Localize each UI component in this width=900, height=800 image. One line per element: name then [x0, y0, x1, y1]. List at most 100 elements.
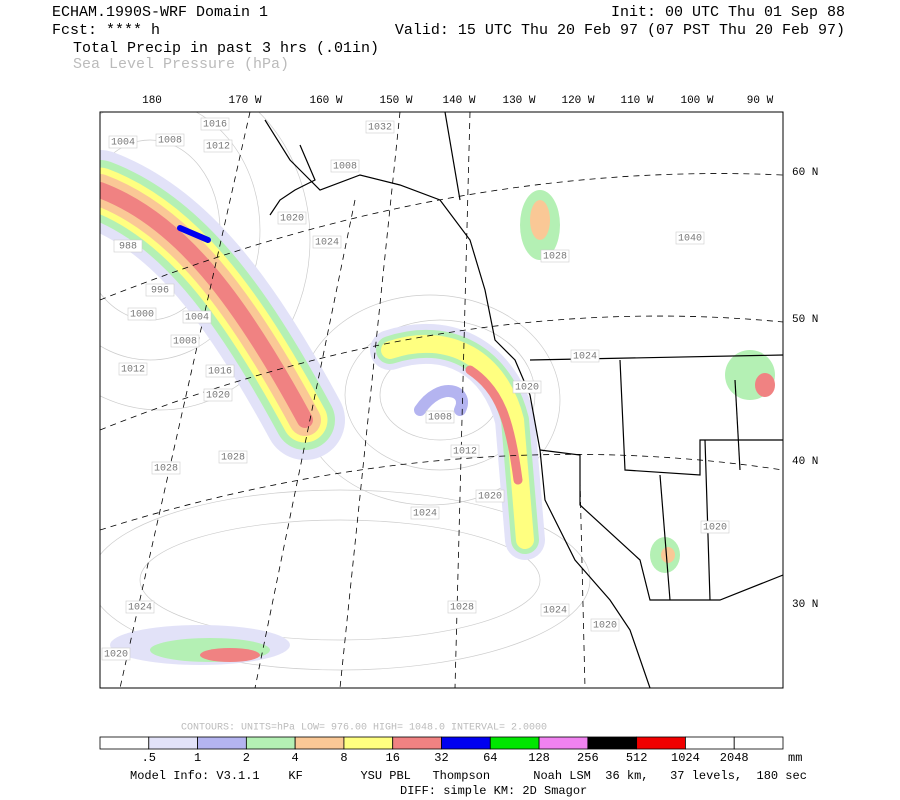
contour-label-box	[205, 364, 235, 378]
contour-label-box	[475, 489, 505, 503]
legend-swatch	[294, 736, 345, 750]
contour-label-box	[113, 239, 143, 253]
graticule	[100, 112, 783, 688]
contour-label-box	[365, 120, 395, 134]
contour-label: 1012	[206, 142, 230, 153]
contour-label-box	[145, 283, 175, 297]
contour-label: 1024	[573, 352, 597, 363]
contour-label: 1020	[478, 492, 502, 503]
field: Total Precip in past 3 hrs (.01in)	[73, 40, 379, 57]
longitude-label: 140 W	[442, 95, 475, 107]
legend-swatch	[733, 736, 784, 750]
contour-label-box	[277, 211, 307, 225]
contour-label: 1024	[543, 606, 567, 617]
contour-label-box	[540, 249, 570, 263]
precipitation	[100, 150, 775, 665]
contour-label: 996	[151, 286, 169, 297]
contour-label-box	[425, 410, 455, 424]
contour-label: 1000	[130, 310, 154, 321]
legend-swatch	[148, 736, 198, 750]
contour-label: 1020	[104, 650, 128, 661]
contour-info: CONTOURS: UNITS=hPa LOW= 976.00 HIGH= 10…	[181, 722, 547, 734]
init: Init: 00 UTC Thu 01 Sep 88	[611, 4, 845, 21]
contour-label-box	[330, 159, 360, 173]
legend-swatch	[392, 736, 442, 750]
field: Sea Level Pressure (hPa)	[73, 56, 289, 73]
contour-label: 1028	[154, 464, 178, 475]
valid: Valid: 15 UTC Thu 20 Feb 97 (07 PST Thu …	[395, 22, 845, 39]
contour-label-box	[170, 334, 200, 348]
contour-label-box	[108, 135, 138, 149]
contour-label: 1028	[450, 603, 474, 614]
contour-label: 1012	[121, 365, 145, 376]
latitude-label: 30 N	[792, 599, 818, 611]
longitude-label: 160 W	[309, 95, 342, 107]
contour-label-box	[540, 603, 570, 617]
legend-label: 8	[340, 751, 347, 765]
contour-label: 988	[119, 242, 137, 253]
forecast: Fcst: **** h	[52, 22, 160, 39]
longitude-label: 90 W	[747, 95, 774, 107]
longitude-label: 150 W	[379, 95, 412, 107]
legend-label: 2	[243, 751, 250, 765]
map	[99, 111, 784, 689]
contour-label: 1032	[368, 123, 392, 134]
contour-label-box	[118, 362, 148, 376]
model-info: Model Info: V3.1.1 KF YSU PBL Thompson N…	[130, 769, 807, 783]
contour-label-box	[675, 231, 705, 245]
contour-label-box	[512, 380, 542, 394]
contour-label: 1008	[428, 413, 452, 424]
legend-swatch	[99, 736, 150, 750]
longitude-label: 170 W	[228, 95, 261, 107]
legend-swatch	[245, 736, 296, 750]
longitude-label: 130 W	[502, 95, 535, 107]
contour-label: 1028	[221, 453, 245, 464]
contour-label-box	[590, 618, 620, 632]
contour-label: 1004	[185, 313, 209, 324]
contour-label: 1040	[678, 234, 702, 245]
legend-units: mm	[788, 751, 802, 765]
contour-label-box	[127, 307, 157, 321]
contour-label: 1020	[280, 214, 304, 225]
latitude-label: 50 N	[792, 314, 818, 326]
title: ECHAM.1990S-WRF Domain 1	[52, 4, 268, 21]
contour-label-box	[182, 310, 212, 324]
contour-label: 1020	[515, 383, 539, 394]
contour-label-box	[203, 139, 233, 153]
contour-label-box	[203, 388, 233, 402]
latitude-label: 60 N	[792, 167, 818, 179]
legend-label: 2048	[720, 751, 749, 765]
legend-label: .5	[142, 751, 156, 765]
contour-label: 1020	[593, 621, 617, 632]
contour-label-box	[450, 444, 480, 458]
contour-label-box	[410, 506, 440, 520]
contour-label: 1008	[173, 337, 197, 348]
legend-swatch	[685, 736, 735, 750]
legend-label: 64	[483, 751, 497, 765]
contour-label: 1024	[128, 603, 152, 614]
legend-label: 1	[194, 751, 201, 765]
contour-label: 1016	[203, 120, 227, 131]
contour-label-box	[125, 600, 155, 614]
contour-label: 1008	[333, 162, 357, 173]
longitude-label: 100 W	[680, 95, 713, 107]
contour-label-box	[151, 461, 181, 475]
contour-label-box	[200, 117, 230, 131]
contour-label-box	[447, 600, 477, 614]
legend-label: 16	[386, 751, 400, 765]
contour-label: 1024	[413, 509, 437, 520]
contour-label: 1012	[453, 447, 477, 458]
contour-label: 1004	[111, 138, 135, 149]
contour-label: 1008	[158, 136, 182, 147]
legend-label: 256	[577, 751, 599, 765]
longitude-label: 120 W	[561, 95, 594, 107]
legend-label: 32	[434, 751, 448, 765]
contour-label-box	[312, 235, 342, 249]
legend-swatch	[538, 736, 589, 750]
legend-swatch	[441, 736, 491, 750]
contour-label-box	[101, 647, 131, 661]
legend-swatch	[636, 736, 686, 750]
contour-label-box	[570, 349, 600, 363]
longitude-label: 110 W	[620, 95, 653, 107]
